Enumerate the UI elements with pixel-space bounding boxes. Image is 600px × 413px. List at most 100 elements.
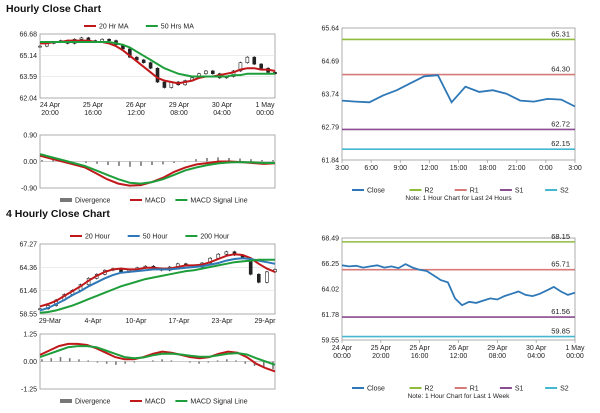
chart-note: Note: 1 Hour Chart for Last 24 Hours xyxy=(405,195,512,202)
x-tick-label: 26 Apr xyxy=(126,102,147,109)
x-tick-label: 6:00 xyxy=(364,165,378,172)
x-tick-label: 20:00 xyxy=(41,110,59,117)
legend-r1-label: R1 xyxy=(470,386,479,393)
x-tick-label: 12:00 xyxy=(450,353,468,360)
x-tick-label: 3:00 xyxy=(568,165,582,172)
series-line-200-hour xyxy=(39,258,275,314)
candle-body xyxy=(238,62,243,72)
x-tick-label: 29 Apr xyxy=(487,345,508,352)
y-tick-label: 63.74 xyxy=(321,92,339,99)
hourly-levels-chart: 65.64 64.69 63.74 62.79 61.84 65.31 64.30 62.72… xyxy=(321,26,582,203)
series-line-20-hr-ma xyxy=(40,39,276,85)
x-tick-label: 16:00 xyxy=(411,353,429,360)
candle-body xyxy=(259,63,263,69)
level-label-s1: 62.72 xyxy=(551,119,570,128)
candle-body xyxy=(79,37,84,40)
legend-divergence-label: Divergence xyxy=(75,198,111,205)
y-tick-label: 61.84 xyxy=(321,158,339,165)
candle-body xyxy=(224,251,229,255)
x-tick-label: 9:00 xyxy=(393,165,407,172)
x-tick-label: 30 Apr xyxy=(212,102,233,109)
y-tick-label: 63.59 xyxy=(19,74,37,81)
level-label-s2: 59.85 xyxy=(551,327,570,336)
legend-r1-label: R1 xyxy=(470,188,479,195)
x-tick-label: 00:00 xyxy=(566,353,584,360)
series-line-close xyxy=(341,263,576,307)
y-tick-label: 66.25 xyxy=(321,261,339,268)
x-tick-label: 29-Apr xyxy=(254,318,276,325)
candle-body xyxy=(252,56,257,65)
series-line-50-hrs-ma xyxy=(40,41,275,78)
x-tick-label: 17-Apr xyxy=(168,318,190,325)
x-tick-label: 00:00 xyxy=(256,110,274,117)
legend-20-hr-ma-label: 20 Hr MA xyxy=(99,24,129,31)
candle-body xyxy=(141,59,146,63)
x-tick-label: 25 Apr xyxy=(410,345,431,352)
x-tick-label: 1 May xyxy=(255,102,275,109)
y-tick-label: 0.90 xyxy=(23,133,37,140)
legend-50-hrs-ma-label: 50 Hrs MA xyxy=(161,24,194,31)
x-tick-label: 25 Apr xyxy=(83,102,104,109)
x-tick-label: 12:00 xyxy=(127,110,145,117)
x-tick-label: 29-Mar xyxy=(39,318,62,325)
candle-body xyxy=(245,56,250,63)
legend-s1-label: S1 xyxy=(515,386,524,393)
x-tick-label: 4-Apr xyxy=(84,318,102,325)
series-line-20-hour xyxy=(39,253,276,308)
y-tick-label: 0.00 xyxy=(23,159,37,166)
y-tick-label: 64.02 xyxy=(321,287,339,294)
legend-s1-label: S1 xyxy=(515,188,524,195)
plot-frame xyxy=(39,243,276,315)
x-tick-label: 18:00 xyxy=(479,165,497,172)
legend-close-label: Close xyxy=(367,188,385,195)
x-tick-label: 08:00 xyxy=(170,110,188,117)
series-line-macd xyxy=(39,342,276,373)
y-tick-label: 64.36 xyxy=(19,265,37,272)
legend-r2-label: R2 xyxy=(425,188,434,195)
series-line-macd-signal-line xyxy=(39,345,276,366)
x-tick-label: 15:00 xyxy=(450,165,468,172)
candle-body xyxy=(134,56,139,61)
x-tick-label: 24 Apr xyxy=(332,345,353,352)
level-label-r2: 68.15 xyxy=(551,232,570,241)
y-tick-label: 61.46 xyxy=(19,288,37,295)
hourly-macd-chart: 0.90 0.00 -0.90 Divergence MACD MACD Signal L… xyxy=(21,133,276,205)
legend-s2-label: S2 xyxy=(560,188,569,195)
legend-macd-label: MACD xyxy=(145,399,166,406)
level-label-s1: 61.56 xyxy=(551,307,570,316)
y-tick-label: 0.00 xyxy=(23,359,37,366)
legend-close-label: Close xyxy=(367,386,385,393)
legend-50-hour-label: 50 Hour xyxy=(143,234,169,241)
legend-macd-label: MACD xyxy=(145,198,166,205)
x-tick-label: 29 Apr xyxy=(169,102,190,109)
level-label-s2: 62.15 xyxy=(551,139,570,148)
candle-body xyxy=(128,48,132,58)
x-tick-label: 20:00 xyxy=(372,353,390,360)
candle-body xyxy=(265,271,269,283)
candle-body xyxy=(210,70,215,75)
legend-200-hour-label: 200 Hour xyxy=(200,234,229,241)
plot-frame xyxy=(39,33,276,99)
y-tick-label: 67.27 xyxy=(19,242,37,249)
x-tick-label: 25 Apr xyxy=(371,345,392,352)
y-tick-label: 59.55 xyxy=(321,338,339,345)
x-tick-label: 0:00 xyxy=(539,165,553,172)
x-tick-label: 30 Apr xyxy=(526,345,547,352)
y-tick-label: 58.55 xyxy=(19,312,37,319)
candle-body xyxy=(256,273,261,283)
candle-body xyxy=(155,67,160,83)
y-tick-label: -1.25 xyxy=(21,387,37,394)
x-tick-label: 00:00 xyxy=(333,353,351,360)
x-tick-label: 04:00 xyxy=(527,353,545,360)
y-tick-label: -0.90 xyxy=(21,186,37,193)
y-tick-label: 68.49 xyxy=(321,236,339,243)
x-tick-label: 12:00 xyxy=(421,165,439,172)
x-tick-label: 08:00 xyxy=(489,353,507,360)
four-hourly-section-title: 4 Hourly Close Chart xyxy=(6,208,110,220)
x-tick-label: 21:00 xyxy=(508,165,526,172)
series-line-close xyxy=(341,74,576,108)
x-tick-label: 10-Apr xyxy=(125,318,147,325)
y-tick-label: 64.69 xyxy=(321,59,339,66)
y-tick-label: 62.04 xyxy=(19,96,37,103)
